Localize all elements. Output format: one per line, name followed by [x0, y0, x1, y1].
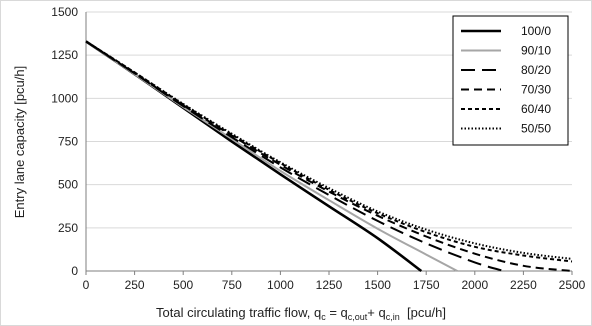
y-tick-label: 1000	[51, 91, 78, 105]
y-tick-label: 1250	[51, 48, 78, 62]
x-tick-label: 2500	[559, 278, 586, 292]
y-tick-labels: 0 250 500 750 1000 1250 1500	[51, 5, 78, 278]
x-tick-label: 500	[173, 278, 193, 292]
legend-label: 80/20	[521, 63, 551, 77]
y-tick-label: 0	[71, 264, 78, 278]
legend-label: 90/10	[521, 44, 551, 58]
series-line-80-20	[85, 40, 505, 272]
x-tick-labels: 0 250 500 750 1000 1250 1500 1750 2000 2250 2500	[83, 278, 586, 292]
series-lines	[85, 40, 573, 273]
y-tick-label: 250	[58, 221, 78, 235]
x-axis-title-eq: = q	[326, 305, 348, 320]
y-axis-title: Entry lane capacity [pcu/h]	[12, 66, 27, 218]
legend-label: 50/50	[521, 122, 551, 136]
x-axis-title-main: Total circulating traffic flow, q	[156, 305, 321, 320]
axes	[85, 12, 573, 275]
x-axis-title-sub-cout: c,out	[348, 312, 368, 322]
legend-label: 70/30	[521, 83, 551, 97]
y-tick-label: 1500	[51, 5, 78, 19]
x-tick-label: 0	[83, 278, 90, 292]
x-tick-label: 250	[125, 278, 145, 292]
legend-label: 100/0	[521, 24, 551, 38]
y-tick-label: 750	[58, 135, 78, 149]
series-line-70-30	[85, 40, 573, 272]
x-tick-label: 1250	[316, 278, 343, 292]
x-tick-label: 1000	[267, 278, 294, 292]
legend: 100/0 90/10 80/20 70/30 60/40 50/50	[452, 15, 569, 146]
x-axis-title-plus: + q	[367, 305, 385, 320]
x-axis-title-sub-c: c	[321, 312, 326, 322]
x-tick-label: 2000	[461, 278, 488, 292]
series-line-50-50	[85, 40, 573, 260]
x-tick-label: 750	[222, 278, 242, 292]
grid	[86, 11, 572, 229]
x-axis-title: Total circulating traffic flow, qc = qc,…	[156, 305, 446, 322]
legend-box	[452, 15, 569, 146]
x-axis-title-unit: [pcu/h]	[400, 305, 446, 320]
legend-label: 60/40	[521, 102, 551, 116]
x-tick-label: 1750	[413, 278, 440, 292]
x-axis-title-sub-cin: c,in	[386, 312, 400, 322]
x-tick-label: 2250	[510, 278, 537, 292]
y-tick-label: 500	[58, 178, 78, 192]
x-tick-label: 1500	[364, 278, 391, 292]
